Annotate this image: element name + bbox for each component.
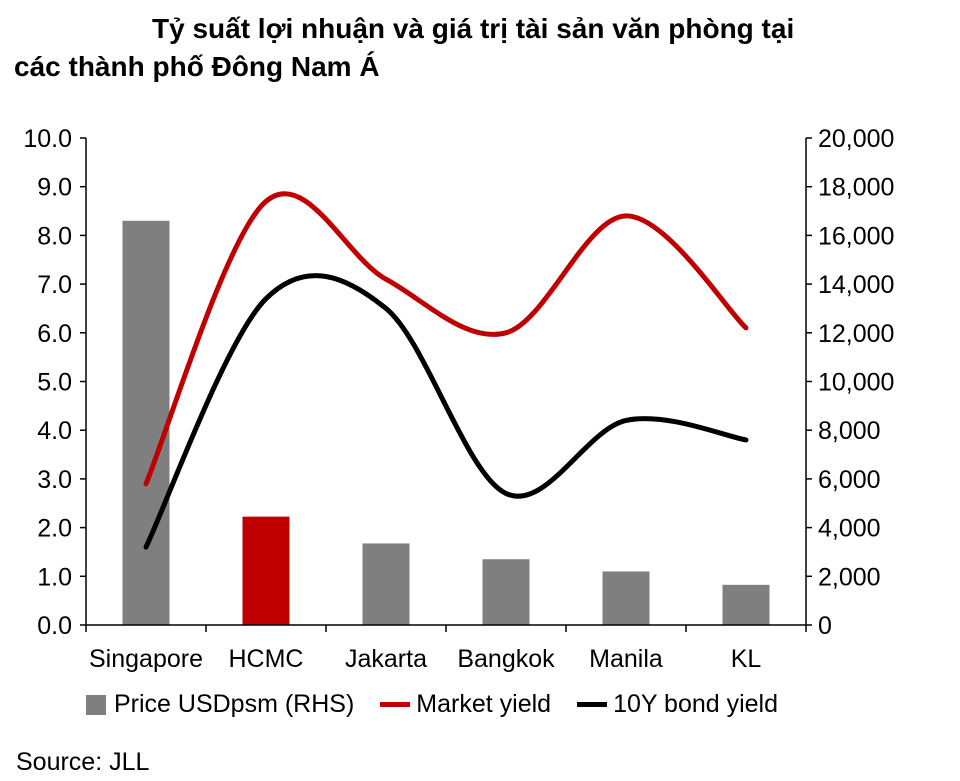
legend-swatch-market-yield <box>380 702 411 707</box>
chart-plot: 0.0 1.0 2.0 3.0 4.0 5.0 6.0 7.0 8.0 9.0 10.0 0 2,000… <box>23 125 894 673</box>
x-tick-label-kl: KL <box>731 645 762 673</box>
right-tick-label: 10,000 <box>818 369 894 397</box>
legend-swatch-price <box>86 694 106 715</box>
x-tick-label-manila: Manila <box>589 645 663 673</box>
legend-item-bond-yield: 10Y bond yield <box>577 690 778 719</box>
legend-label-price: Price USDpsm (RHS) <box>114 690 355 718</box>
bar-manila <box>602 571 650 625</box>
right-tick-label: 18,000 <box>818 174 894 202</box>
legend-item-market-yield: Market yield <box>380 690 551 719</box>
right-tick-label: 0 <box>818 612 832 640</box>
bar-hcmc <box>242 516 290 625</box>
bond-yield-line <box>143 273 749 550</box>
right-tick-label: 6,000 <box>818 466 881 494</box>
left-tick-label: 2.0 <box>37 515 72 543</box>
chart-title-line-1: Tỷ suất lợi nhuận và giá trị tài sản văn… <box>152 13 795 44</box>
left-tick-label: 4.0 <box>37 417 72 445</box>
source-note: Source: JLL <box>16 748 150 776</box>
market-yield-line <box>143 191 749 487</box>
left-tick-label: 9.0 <box>37 174 72 202</box>
bar-kl <box>722 584 770 625</box>
right-tick-label: 8,000 <box>818 417 881 445</box>
bar-bangkok <box>482 559 530 625</box>
left-tick-label: 5.0 <box>37 369 72 397</box>
right-tick-label: 16,000 <box>818 222 894 250</box>
bar-jakarta <box>362 543 410 625</box>
right-tick-label: 4,000 <box>818 515 881 543</box>
left-tick-label: 0.0 <box>37 612 72 640</box>
chart-legend: Price USDpsm (RHS) Market yield 10Y bond… <box>86 690 804 719</box>
legend-item-price: Price USDpsm (RHS) <box>86 690 354 719</box>
right-tick-label: 20,000 <box>818 125 894 153</box>
left-tick-label: 3.0 <box>37 466 72 494</box>
right-tick-label: 12,000 <box>818 320 894 348</box>
left-tick-label: 6.0 <box>37 320 72 348</box>
left-tick-label: 10.0 <box>23 125 72 153</box>
chart-title: Tỷ suất lợi nhuận và giá trị tài sản văn… <box>14 10 914 86</box>
right-tick-label: 14,000 <box>818 271 894 299</box>
bar-singapore <box>122 220 170 626</box>
legend-label-bond-yield: 10Y bond yield <box>613 690 779 718</box>
left-tick-label: 8.0 <box>37 222 72 250</box>
chart-title-line-2: các thành phố Đông Nam Á <box>14 51 380 82</box>
x-tick-label-hcmc: HCMC <box>229 645 304 673</box>
legend-swatch-bond-yield <box>577 702 608 707</box>
right-tick-label: 2,000 <box>818 563 881 591</box>
left-tick-label: 1.0 <box>37 563 72 591</box>
x-tick-label-singapore: Singapore <box>89 645 203 673</box>
x-tick-label-bangkok: Bangkok <box>457 645 555 673</box>
x-tick-label-jakarta: Jakarta <box>345 645 427 673</box>
left-tick-label: 7.0 <box>37 271 72 299</box>
legend-label-market-yield: Market yield <box>416 690 552 718</box>
